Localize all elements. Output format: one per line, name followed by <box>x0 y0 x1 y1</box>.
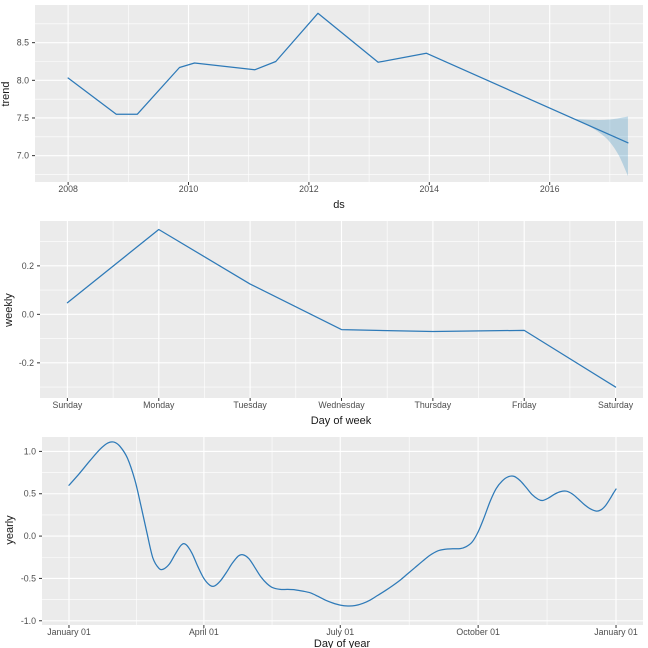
yearly-x-axis-title: Day of year <box>313 638 371 648</box>
y-tick-label: 1.0 <box>24 446 36 456</box>
x-tick-label: January 01 <box>47 627 91 637</box>
trend-line <box>67 12 629 144</box>
yearly-chart: January 01 April 01 July 01 October 01 Janua… <box>21 437 643 637</box>
yearly-panel: January 01 April 01 July 01 October 01 Janua… <box>0 432 648 648</box>
y-tick-label: 8.5 <box>17 38 29 48</box>
y-tick-label: 0.0 <box>22 309 34 319</box>
weekly-y-axis-title: weekly <box>3 293 15 327</box>
confidence-ribbon <box>573 116 628 176</box>
panel-background <box>35 5 643 182</box>
x-tick-label: 2012 <box>299 184 319 194</box>
y-tick-label: -0.2 <box>19 358 34 368</box>
x-tick-label: Thursday <box>415 400 452 410</box>
x-tick-label: Sunday <box>52 400 82 410</box>
y-tick-label: 7.5 <box>17 113 29 123</box>
trend-y-axis-title: trend <box>0 81 12 107</box>
yearly-y-axis-title: yearly <box>4 515 16 545</box>
y-tick-label: -1.0 <box>21 616 36 626</box>
weekly-panel: Sunday Monday Tuesday Wednesday Thursday Frid… <box>0 216 648 432</box>
x-tick-label: 2010 <box>179 184 199 194</box>
x-tick-label: Tuesday <box>233 400 267 410</box>
y-tick-label: 8.0 <box>17 75 29 85</box>
x-tick-label: Saturday <box>598 400 634 410</box>
panel-background <box>42 437 643 625</box>
y-tick-label: -0.5 <box>21 573 36 583</box>
trend-x-axis-title: ds <box>333 199 345 211</box>
x-tick-label: July 01 <box>326 627 354 637</box>
x-tick-label: Monday <box>143 400 175 410</box>
trend-chart: 2008 2010 2012 2014 2016 7.0 7.5 8.0 8.5 <box>17 5 643 194</box>
y-tick-label: 7.0 <box>17 151 29 161</box>
x-tick-label: 2008 <box>58 184 78 194</box>
x-tick-label: Friday <box>512 400 537 410</box>
y-tick-label: 0.5 <box>24 489 36 499</box>
x-tick-label: October 01 <box>456 627 500 637</box>
yearly-line <box>68 441 617 607</box>
x-tick-label: 2014 <box>420 184 440 194</box>
y-tick-label: 0.2 <box>22 261 34 271</box>
x-tick-label: 2016 <box>540 184 560 194</box>
x-tick-label: January 01 <box>594 627 638 637</box>
y-tick-label: 0.0 <box>24 531 36 541</box>
trend-panel: 2008 2010 2012 2014 2016 7.0 7.5 8.0 8.5 trend d… <box>0 0 648 216</box>
weekly-chart: Sunday Monday Tuesday Wednesday Thursday Frid… <box>19 221 643 410</box>
weekly-x-axis-title: Day of week <box>310 415 372 427</box>
weekly-line <box>66 228 617 388</box>
x-tick-label: April 01 <box>189 627 219 637</box>
x-tick-label: Wednesday <box>318 400 365 410</box>
